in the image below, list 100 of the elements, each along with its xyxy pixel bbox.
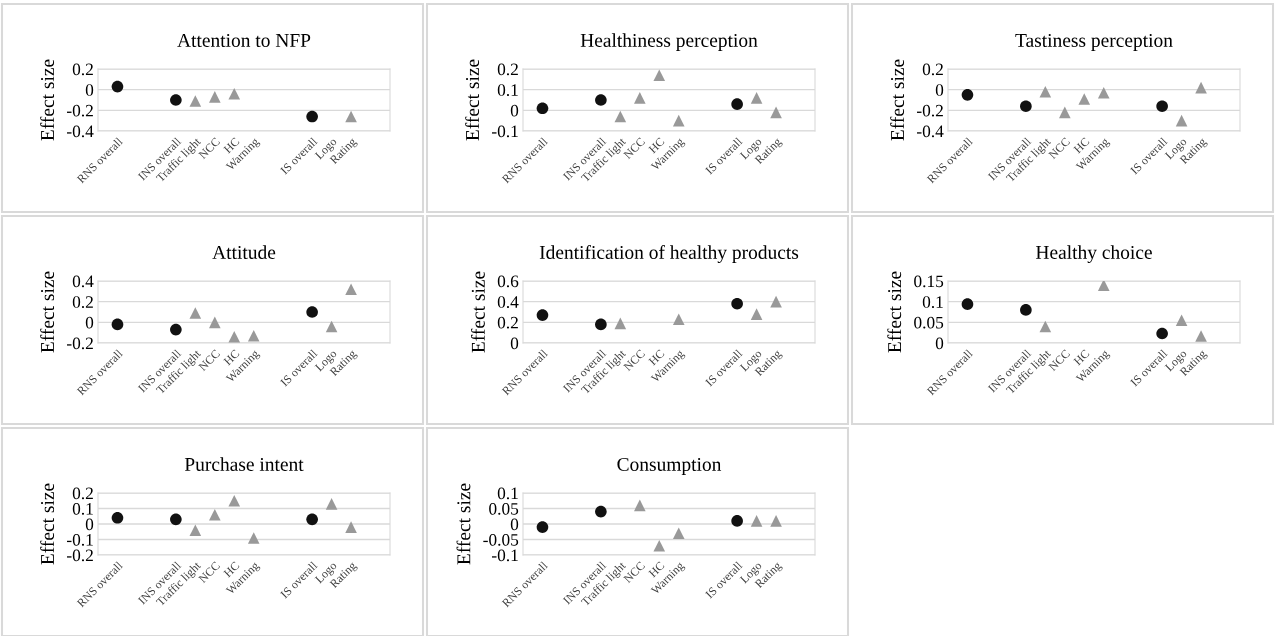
y-tick-label: 0 xyxy=(935,337,944,350)
point xyxy=(111,80,124,93)
y-tick-label: -0.4 xyxy=(917,125,944,138)
point xyxy=(111,511,124,524)
point xyxy=(536,309,549,321)
point xyxy=(1195,330,1207,342)
y-tick-label: 0.2 xyxy=(497,316,518,329)
point xyxy=(1039,320,1052,333)
y-tick-label: 0.6 xyxy=(497,275,519,288)
y-axis-title: Effect size xyxy=(465,59,480,141)
y-tick-label: -0.2 xyxy=(67,549,93,562)
y-tick-label: -0.2 xyxy=(917,104,943,117)
point xyxy=(1078,93,1091,105)
y-axis-title: Effect size xyxy=(40,59,55,141)
point xyxy=(1020,304,1032,316)
point xyxy=(228,87,241,100)
point xyxy=(208,508,221,521)
point xyxy=(1097,86,1110,99)
point xyxy=(536,521,549,533)
point xyxy=(595,505,607,518)
point xyxy=(614,110,627,123)
y-tick-label: -0.1 xyxy=(67,533,93,546)
point xyxy=(170,94,182,106)
point xyxy=(731,98,743,110)
y-tick-label: 0 xyxy=(935,84,944,96)
chart-title: Healthiness perception xyxy=(580,33,758,51)
y-tick-label: 0.1 xyxy=(922,296,943,308)
point xyxy=(1156,327,1168,340)
point xyxy=(750,308,763,320)
point xyxy=(1039,85,1052,98)
point xyxy=(633,92,646,104)
point xyxy=(1175,314,1188,327)
point xyxy=(189,95,202,107)
y-axis-title: Effect size xyxy=(890,59,905,141)
point xyxy=(750,92,763,104)
point xyxy=(672,527,685,540)
y-axis-title: Effect size xyxy=(40,483,55,565)
y-tick-label: 0.4 xyxy=(497,296,519,308)
point xyxy=(614,317,627,330)
y-axis-title: Effect size xyxy=(456,483,471,565)
y-tick-label: 0.2 xyxy=(72,63,93,76)
y-tick-label: 0.2 xyxy=(72,487,93,500)
point xyxy=(672,114,685,127)
y-tick-label: 0.2 xyxy=(72,296,93,308)
chart-title: Tastiness perception xyxy=(1015,33,1173,51)
y-axis-title: Effect size xyxy=(40,271,55,353)
chart-title: Healthy choice xyxy=(1035,245,1152,263)
point xyxy=(1156,100,1168,113)
y-tick-label: -0.1 xyxy=(492,125,518,138)
point xyxy=(208,316,221,329)
chart-title: Attitude xyxy=(212,245,276,259)
point xyxy=(228,330,241,343)
point xyxy=(731,515,743,527)
y-tick-label: 0 xyxy=(510,104,519,117)
point xyxy=(633,499,646,512)
point xyxy=(672,313,685,326)
point xyxy=(653,69,666,82)
y-tick-label: -0.2 xyxy=(67,104,93,117)
point xyxy=(653,539,666,552)
y-tick-label: -0.1 xyxy=(492,549,518,562)
point xyxy=(247,329,260,342)
point xyxy=(208,91,221,103)
point xyxy=(1020,100,1032,113)
y-tick-label: 0.1 xyxy=(497,84,518,96)
point xyxy=(536,102,549,115)
y-tick-label: 0 xyxy=(510,518,519,531)
point xyxy=(1097,281,1110,291)
y-tick-label: 0 xyxy=(85,316,94,329)
point xyxy=(595,318,607,331)
point xyxy=(228,494,241,507)
point xyxy=(731,297,743,310)
chart-title: Consumption xyxy=(617,457,722,475)
y-tick-label: 0.2 xyxy=(497,63,518,76)
chart-title: Purchase intent xyxy=(184,457,304,471)
y-tick-label: 0 xyxy=(85,84,94,96)
point xyxy=(189,307,202,319)
point xyxy=(170,513,182,526)
point xyxy=(961,89,974,101)
y-tick-label: -0.2 xyxy=(67,337,93,350)
chart-title: Attention to NFP xyxy=(177,33,311,47)
point xyxy=(750,515,763,527)
y-tick-label: 0.4 xyxy=(72,275,94,288)
point xyxy=(306,110,318,123)
y-tick-label: 0.2 xyxy=(922,63,943,76)
y-tick-label: 0.05 xyxy=(489,502,519,515)
y-tick-label: 0.1 xyxy=(497,487,518,500)
y-tick-label: -0.4 xyxy=(67,125,94,138)
point xyxy=(770,106,782,119)
point xyxy=(345,283,357,296)
point xyxy=(306,306,318,318)
point xyxy=(1175,114,1188,127)
point xyxy=(770,515,782,527)
point xyxy=(345,521,357,533)
point xyxy=(325,320,338,333)
y-tick-label: 0.05 xyxy=(914,316,944,329)
y-tick-label: 0 xyxy=(510,337,519,350)
y-tick-label: 0.15 xyxy=(914,275,944,288)
point xyxy=(189,524,202,537)
y-tick-label: 0.1 xyxy=(72,502,93,515)
point xyxy=(595,94,607,106)
